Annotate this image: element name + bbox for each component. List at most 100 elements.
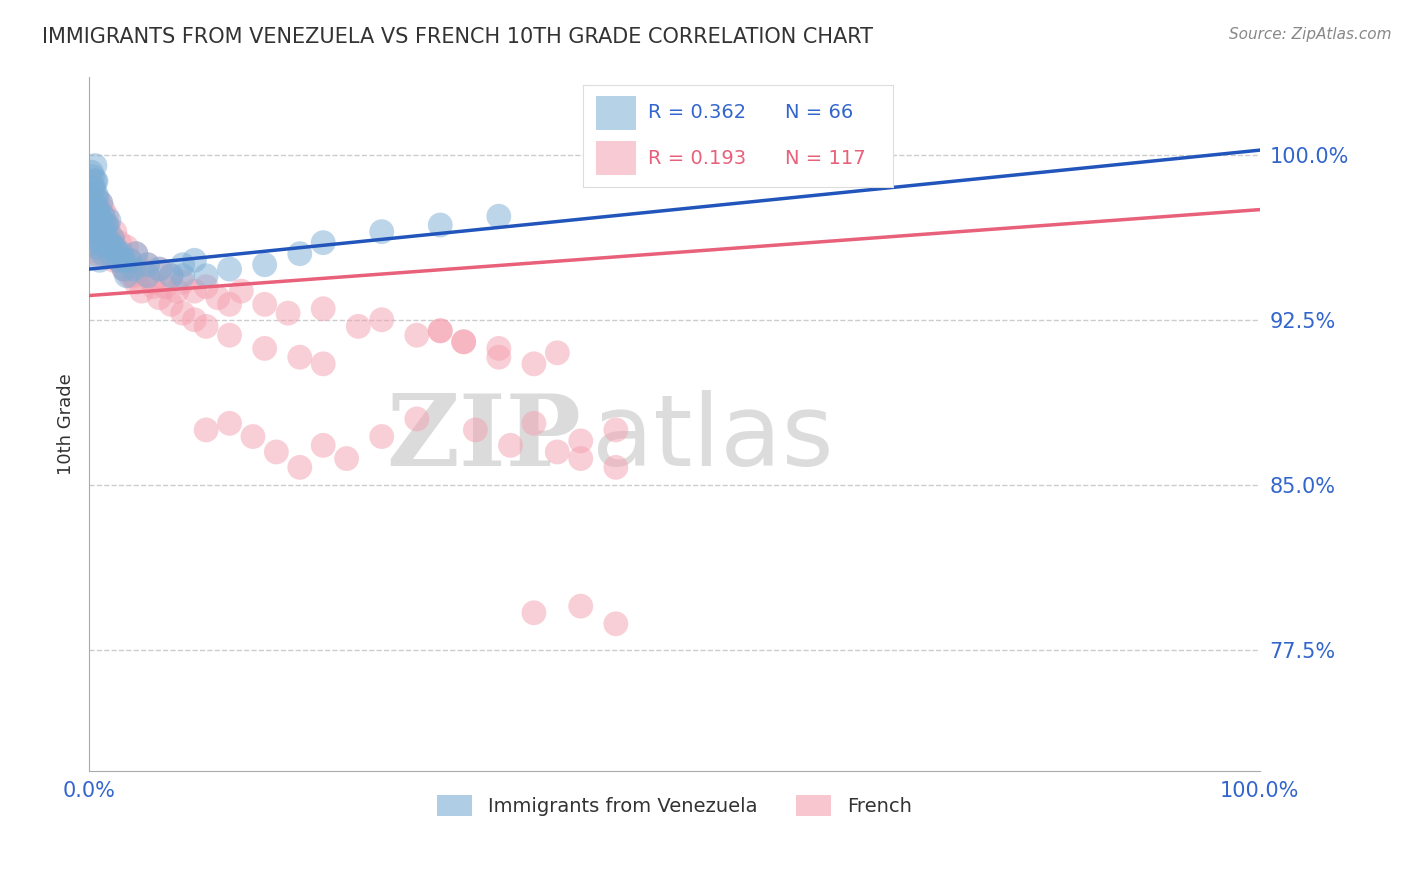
Point [96,231,118,245]
Point [83,231,105,245]
Point [136,268,159,283]
Text: N = 66: N = 66 [785,103,853,122]
Point [90,234,112,248]
Point [94,218,117,232]
Point [79,240,101,254]
Point [499,438,522,452]
Point [405,328,427,343]
Point [107,246,129,260]
Point [312,357,335,371]
Point [405,412,427,426]
Point [96,209,118,223]
Point [148,291,170,305]
Point [218,328,240,343]
Point [80,165,103,179]
Point [86,202,108,217]
Point [89,218,111,232]
Bar [596,96,636,130]
Point [115,240,138,254]
Point [488,209,510,223]
Point [183,284,205,298]
Point [142,276,165,290]
Point [97,218,120,232]
Point [89,253,111,268]
Point [118,268,141,283]
Point [91,225,114,239]
Point [90,225,112,239]
Point [429,324,451,338]
Point [84,213,107,227]
Point [312,438,335,452]
Point [371,312,394,326]
Point [89,225,111,239]
Point [183,312,205,326]
Text: R = 0.362: R = 0.362 [648,103,747,122]
Point [166,284,188,298]
Text: R = 0.193: R = 0.193 [648,149,747,168]
Point [136,258,159,272]
Point [91,231,114,245]
Point [148,262,170,277]
Point [82,218,104,232]
Point [312,301,335,316]
Point [86,235,108,250]
Point [160,297,183,311]
Point [83,196,105,211]
Point [101,240,124,254]
Point [488,350,510,364]
Point [84,225,107,239]
Point [79,225,101,239]
Point [111,246,134,260]
Point [277,306,299,320]
Point [112,253,135,268]
Point [93,246,115,260]
Point [101,231,124,245]
Point [195,279,218,293]
Point [87,209,110,223]
Point [86,231,108,245]
Point [80,235,103,250]
Legend: Immigrants from Venezuela, French: Immigrants from Venezuela, French [429,788,920,824]
Point [105,246,128,260]
Point [84,174,107,188]
Point [125,276,148,290]
Point [90,196,112,211]
Point [195,268,218,283]
Point [371,429,394,443]
Point [103,253,125,268]
Point [253,258,276,272]
Point [183,253,205,268]
Point [93,235,115,250]
Point [136,268,159,283]
Point [253,342,276,356]
Point [98,225,121,239]
Point [82,169,104,184]
Point [218,417,240,431]
Point [94,231,117,245]
Point [195,423,218,437]
Point [90,213,112,227]
Point [218,297,240,311]
Point [172,268,194,283]
Point [523,357,546,371]
Point [125,246,148,260]
Text: ZIP: ZIP [385,390,581,487]
Point [207,291,229,305]
Point [87,246,110,260]
Point [80,209,103,223]
Point [111,253,134,268]
Point [91,213,114,227]
Point [83,218,105,232]
Point [118,253,141,268]
Point [91,209,114,223]
Point [94,218,117,232]
Point [253,297,276,311]
Point [101,240,124,254]
Point [93,235,115,250]
Point [429,324,451,338]
Point [82,231,104,245]
Point [172,258,194,272]
Point [546,346,568,360]
Point [453,334,475,349]
Point [84,202,107,217]
